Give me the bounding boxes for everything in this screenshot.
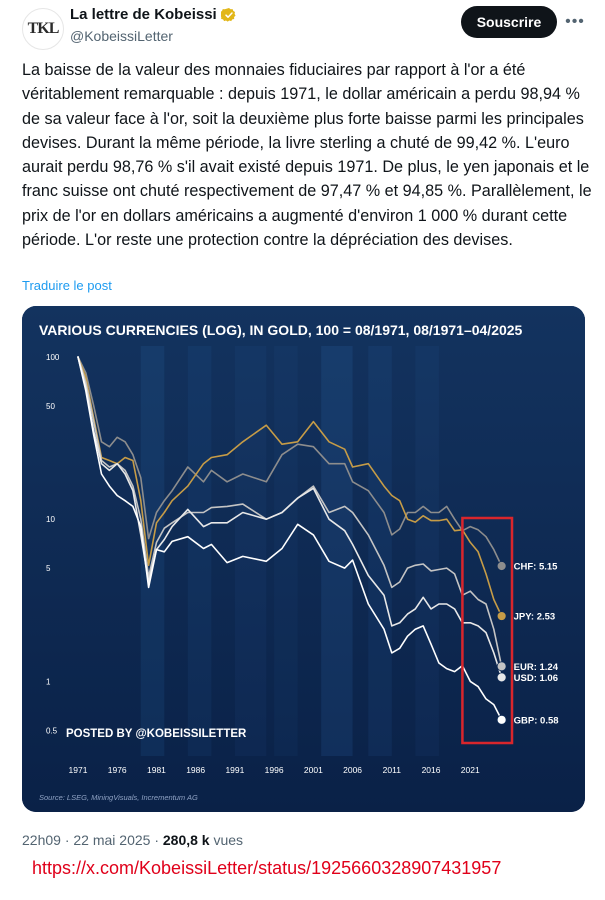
y-tick-label: 1 <box>46 677 51 686</box>
end-marker-gbp <box>496 714 507 725</box>
avatar-logo: TKL <box>27 20 60 37</box>
x-tick-label: 2021 <box>461 765 480 775</box>
x-tick-label: 1971 <box>69 765 88 775</box>
background-band <box>321 346 353 756</box>
chart-title: VARIOUS CURRENCIES (LOG), IN GOLD, 100 =… <box>39 322 523 338</box>
avatar[interactable]: TKL <box>22 8 64 50</box>
end-label-usd: USD: 1.06 <box>514 673 558 684</box>
y-tick-label: 10 <box>46 515 55 524</box>
post-meta: 22h09 · 22 mai 2025 · 280,8 k vues <box>22 832 243 848</box>
x-tick-label: 1991 <box>225 765 244 775</box>
y-tick-label: 100 <box>46 353 60 362</box>
subscribe-button[interactable]: Souscrire <box>461 6 557 38</box>
background-band <box>274 346 298 756</box>
source-url[interactable]: https://x.com/KobeissiLetter/status/1925… <box>32 858 502 878</box>
account-handle[interactable]: @KobeissiLetter <box>70 28 173 44</box>
watermark: POSTED BY @KOBEISSILETTER <box>66 728 247 740</box>
series-line-jpy <box>77 356 503 617</box>
chart-source: Source: LSEG, MiningVisuals, Incrementum… <box>39 793 198 802</box>
series-line-usd <box>77 356 503 679</box>
end-marker-eur <box>496 661 507 672</box>
end-label-chf: CHF: 5.15 <box>514 561 559 572</box>
views-count: 280,8 k <box>162 832 210 848</box>
x-tick-label: 2011 <box>383 765 402 775</box>
verified-badge-icon <box>220 7 236 22</box>
series-line-chf <box>77 356 503 567</box>
translate-post-link[interactable]: Traduire le post <box>22 278 112 293</box>
x-tick-label: 1996 <box>265 765 284 775</box>
x-tick-label: 1976 <box>108 765 127 775</box>
chart-background <box>22 306 585 812</box>
post-text: La baisse de la valeur des monnaies fidu… <box>22 61 592 250</box>
end-marker-usd <box>496 672 507 683</box>
highlight-box <box>461 516 514 745</box>
x-tick-label: 1981 <box>147 765 166 775</box>
y-tick-label: 50 <box>46 402 55 411</box>
end-label-eur: EUR: 1.24 <box>514 662 559 673</box>
x-tick-label: 2006 <box>343 765 362 775</box>
currency-chart: VARIOUS CURRENCIES (LOG), IN GOLD, 100 =… <box>22 306 585 812</box>
end-marker-chf <box>496 561 507 571</box>
y-tick-label: 5 <box>46 564 51 573</box>
background-band <box>234 346 267 756</box>
chart-image[interactable]: VARIOUS CURRENCIES (LOG), IN GOLD, 100 =… <box>22 306 585 812</box>
series-line-eur <box>77 356 503 668</box>
x-tick-label: 2001 <box>304 765 323 775</box>
background-band <box>368 346 392 756</box>
name-row: La lettre de Kobeissi <box>70 6 237 23</box>
post-timestamp[interactable]: 22h09 · 22 mai 2025 · <box>22 832 159 848</box>
end-label-gbp: GBP: 0.58 <box>514 715 559 726</box>
display-name[interactable]: La lettre de Kobeissi <box>70 6 217 23</box>
x-tick-label: 2016 <box>422 765 441 775</box>
background-band <box>140 346 165 756</box>
x-tick-label: 1986 <box>186 765 205 775</box>
end-label-jpy: JPY: 2.53 <box>514 612 556 623</box>
y-tick-label: 0.5 <box>46 726 58 735</box>
background-band <box>187 346 212 756</box>
post-header: TKL La lettre de Kobeissi @KobeissiLette… <box>0 0 605 56</box>
series-line-gbp <box>77 356 503 721</box>
background-band <box>415 346 439 756</box>
end-marker-jpy <box>496 611 507 621</box>
more-horizontal-icon[interactable]: ••• <box>565 13 585 30</box>
views-label: vues <box>213 832 244 848</box>
